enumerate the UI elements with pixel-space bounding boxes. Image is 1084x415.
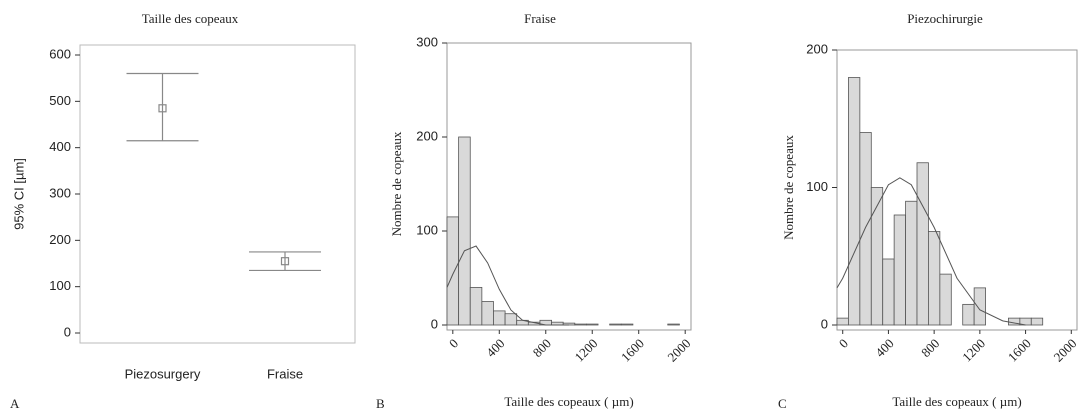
x-tick-label: 2000 [1051,336,1080,365]
bar [667,323,680,326]
panel-label: A [10,396,20,411]
bar [586,323,599,326]
y-axis-label: Nombre de copeaux [781,135,796,240]
chart-title: Piezochirurgie [907,11,983,26]
x-tick-label: 1200 [571,336,600,365]
bar [848,77,861,326]
x-tick-label: 1200 [959,336,988,365]
bar [870,187,884,326]
bar [469,286,483,326]
y-tick-label: 100 [416,222,438,237]
panel-label: B [376,396,385,411]
x-tick-label: 1600 [618,336,647,365]
bar [1030,317,1044,326]
y-tick-label: 300 [49,185,71,200]
bar [836,317,849,326]
panel-label: C [778,396,787,411]
y-tick-label: 100 [806,179,828,194]
plot-frame [446,42,692,331]
x-tick-label: 0 [836,336,851,351]
y-tick-label: 300 [416,34,438,49]
x-tick-label: 400 [872,336,896,360]
bar [504,313,518,326]
bar [493,310,506,326]
y-tick-label: 200 [49,232,71,247]
y-tick-label: 200 [806,41,828,56]
y-tick-label: 0 [821,316,828,331]
x-tick-label: 2000 [664,336,693,365]
y-tick-label: 100 [49,278,71,293]
x-tick-label: 0 [446,336,461,351]
x-tick-label: Piezosurgery [125,366,201,381]
plot-frame [79,44,356,344]
x-tick-label: 800 [918,336,942,360]
y-tick-label: 200 [416,128,438,143]
bar [458,136,471,326]
bar [446,216,460,326]
x-tick-label: Fraise [267,366,303,381]
mean-marker [158,104,167,113]
normal-curve [446,245,569,326]
y-axis-label: 95% CI [µm] [11,158,26,230]
bar [481,301,494,326]
mean-marker [280,257,290,266]
bar [939,273,952,326]
bar [962,303,975,326]
y-tick-label: 0 [64,324,71,339]
bar [893,214,906,326]
x-tick-label: 400 [483,336,507,360]
x-tick-label: 800 [530,336,554,360]
bar [609,323,622,326]
bar [928,231,941,326]
normal-curve [836,177,1026,326]
bar [905,200,918,326]
y-tick-label: 0 [431,316,438,331]
bar [620,323,634,326]
bar [973,287,986,326]
y-tick-label: 600 [49,46,71,61]
plot-frame [836,49,1078,331]
bar [859,132,872,326]
y-axis-label: Nombre de copeaux [389,131,404,236]
y-tick-label: 400 [49,139,71,154]
x-tick-label: 1600 [1005,336,1034,365]
chart-title: Taille des copeaux [142,11,239,26]
bar [574,323,587,326]
x-axis-label: Taille des copeaux ( µm) [892,394,1021,409]
chart-title: Fraise [524,11,556,26]
x-axis-label: Taille des copeaux ( µm) [504,394,633,409]
y-tick-label: 500 [49,93,71,108]
bar [916,162,929,326]
bar [882,258,895,326]
